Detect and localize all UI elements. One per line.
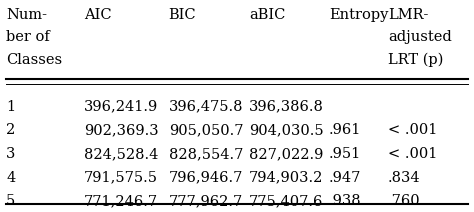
Text: BIC: BIC — [169, 8, 196, 22]
Text: Classes: Classes — [6, 53, 62, 67]
Text: Num-: Num- — [6, 8, 47, 22]
Text: 827,022.9: 827,022.9 — [249, 147, 323, 161]
Text: .834: .834 — [388, 170, 420, 184]
Text: 1: 1 — [6, 100, 15, 114]
Text: 3: 3 — [6, 147, 16, 161]
Text: 771,246.7: 771,246.7 — [84, 194, 158, 208]
Text: .938: .938 — [329, 194, 362, 208]
Text: 396,241.9: 396,241.9 — [84, 100, 158, 114]
Text: ber of: ber of — [6, 30, 50, 44]
Text: LRT (p): LRT (p) — [388, 53, 443, 67]
Text: 796,946.7: 796,946.7 — [169, 170, 243, 184]
Text: .961: .961 — [329, 123, 361, 137]
Text: .951: .951 — [329, 147, 361, 161]
Text: .947: .947 — [329, 170, 361, 184]
Text: 905,050.7: 905,050.7 — [169, 123, 243, 137]
Text: .760: .760 — [388, 194, 420, 208]
Text: 5: 5 — [6, 194, 15, 208]
Text: 791,575.5: 791,575.5 — [84, 170, 158, 184]
Text: AIC: AIC — [84, 8, 111, 22]
Text: 794,903.2: 794,903.2 — [249, 170, 323, 184]
Text: < .001: < .001 — [388, 123, 437, 137]
Text: 775,407.6: 775,407.6 — [249, 194, 323, 208]
Text: Entropy: Entropy — [329, 8, 388, 22]
Text: 396,475.8: 396,475.8 — [169, 100, 243, 114]
Text: < .001: < .001 — [388, 147, 437, 161]
Text: LMR-: LMR- — [388, 8, 428, 22]
Text: 4: 4 — [6, 170, 15, 184]
Text: 902,369.3: 902,369.3 — [84, 123, 158, 137]
Text: 828,554.7: 828,554.7 — [169, 147, 243, 161]
Text: aBIC: aBIC — [249, 8, 285, 22]
Text: 777,962.7: 777,962.7 — [169, 194, 243, 208]
Text: adjusted: adjusted — [388, 30, 452, 44]
Text: 2: 2 — [6, 123, 15, 137]
Text: 396,386.8: 396,386.8 — [249, 100, 324, 114]
Text: 904,030.5: 904,030.5 — [249, 123, 323, 137]
Text: 824,528.4: 824,528.4 — [84, 147, 158, 161]
